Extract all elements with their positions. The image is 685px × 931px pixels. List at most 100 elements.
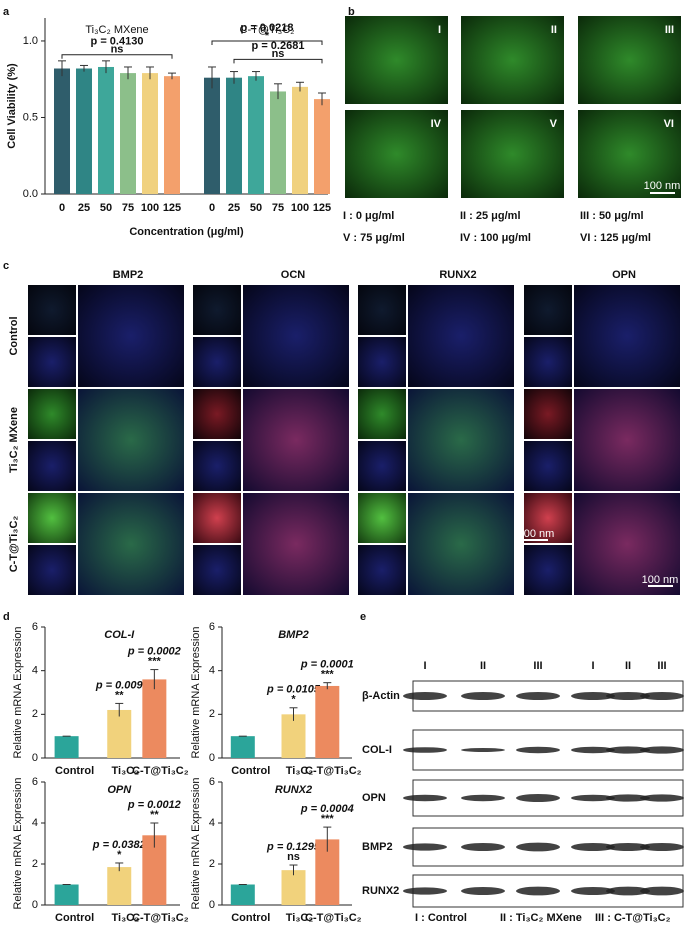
nuclei-image <box>28 545 76 595</box>
nuclei-image <box>28 337 76 387</box>
x-tick-label: Ti₃C₂ <box>286 765 314 777</box>
nuclei-image <box>524 545 572 595</box>
bracket <box>233 58 323 64</box>
x-tick-label: 50 <box>250 202 262 214</box>
scale-label: 100 nm <box>518 528 555 540</box>
significance: * <box>265 30 270 42</box>
group-label: Ti₃C₂ MXene <box>85 24 148 36</box>
bar <box>142 73 158 194</box>
p-value: p = 0.4130 <box>91 36 144 48</box>
legend-text: I : Control <box>415 912 467 924</box>
y-tick-label: 0 <box>209 752 215 764</box>
image-label: IV <box>431 118 442 130</box>
p-value: p = 0.2681 <box>252 40 305 52</box>
x-tick-label: 100 <box>141 202 159 214</box>
y-tick-label: 0.0 <box>23 188 38 200</box>
panel-label: d <box>3 611 10 623</box>
significance: ** <box>115 689 124 701</box>
y-tick-label: 4 <box>209 817 215 829</box>
row-label: β-Actin <box>362 690 400 702</box>
nuclei-image <box>524 441 572 491</box>
group-label: C-T@Ti₃C₂ <box>240 24 295 36</box>
panel-label: e <box>360 611 366 623</box>
x-tick-label: Control <box>55 912 94 924</box>
chart-title: COL-I <box>104 629 135 641</box>
merged-image <box>408 493 514 595</box>
bar <box>107 709 132 758</box>
bar <box>204 77 220 194</box>
bar <box>76 68 92 194</box>
bar <box>107 867 132 905</box>
channel-image <box>193 493 241 543</box>
panel-label: a <box>3 6 10 18</box>
band <box>403 887 447 895</box>
band <box>461 692 505 700</box>
merged-image <box>408 389 514 491</box>
significance: ns <box>272 48 285 60</box>
bar <box>314 99 330 194</box>
nuclei-image <box>358 441 406 491</box>
micrograph <box>345 16 448 104</box>
band <box>571 692 615 700</box>
bar <box>226 77 242 194</box>
band <box>461 748 505 752</box>
y-tick-label: 2 <box>209 858 215 870</box>
y-tick-label: 6 <box>209 621 215 633</box>
channel-image <box>28 285 76 335</box>
legend-text: II : 25 μg/ml <box>460 210 521 222</box>
x-tick-label: 100 <box>291 202 309 214</box>
scale-label: 100 nm <box>642 574 679 586</box>
significance: * <box>291 694 296 706</box>
band <box>516 794 560 802</box>
image-label: II <box>551 24 557 36</box>
p-value: p = 0.0382 <box>92 839 146 851</box>
y-tick-label: 4 <box>209 665 215 677</box>
band <box>516 886 560 896</box>
y-tick-label: 2 <box>209 708 215 720</box>
band <box>461 887 505 895</box>
bar <box>230 884 255 905</box>
p-value: p = 0.0218 <box>241 22 294 34</box>
p-value: p = 0.0004 <box>300 803 354 815</box>
bar <box>230 736 255 758</box>
x-tick-label: Control <box>55 765 94 777</box>
bar <box>54 884 79 905</box>
channel-image <box>358 389 406 439</box>
column-label: OCN <box>281 269 306 281</box>
band <box>606 794 650 802</box>
y-axis-label: Relative mRNA Expression <box>12 626 24 758</box>
channel-image <box>193 389 241 439</box>
merged-image <box>574 389 680 491</box>
y-tick-label: 1.0 <box>23 35 38 47</box>
p-value: p = 0.0002 <box>127 645 181 657</box>
bar <box>98 66 114 194</box>
band <box>403 843 447 851</box>
x-tick-label: 50 <box>100 202 112 214</box>
image-label: VI <box>664 118 674 130</box>
channel-image <box>358 285 406 335</box>
band <box>640 886 684 896</box>
row-label: Control <box>8 316 20 355</box>
row-label: C-T@Ti₃C₂ <box>8 516 20 573</box>
chart-title: OPN <box>107 784 132 796</box>
merged-image <box>243 493 349 595</box>
y-axis-label: Cell Viability (%) <box>6 63 18 149</box>
y-tick-label: 0 <box>32 752 38 764</box>
band <box>516 842 560 852</box>
merged-image <box>243 389 349 491</box>
x-tick-label: Ti₃C₂ <box>112 912 140 924</box>
bar <box>270 91 286 194</box>
x-tick-label: 25 <box>228 202 240 214</box>
band <box>516 746 560 754</box>
channel-image <box>524 285 572 335</box>
band <box>606 843 650 851</box>
bracket <box>61 54 173 59</box>
band <box>571 794 615 802</box>
nuclei-image <box>28 441 76 491</box>
x-tick-label: Control <box>231 765 270 777</box>
panel-label: b <box>348 6 355 18</box>
image-label: III <box>665 24 674 36</box>
legend-text: III : C-T@Ti₃C₂ <box>595 912 671 924</box>
significance: ns <box>111 44 124 56</box>
